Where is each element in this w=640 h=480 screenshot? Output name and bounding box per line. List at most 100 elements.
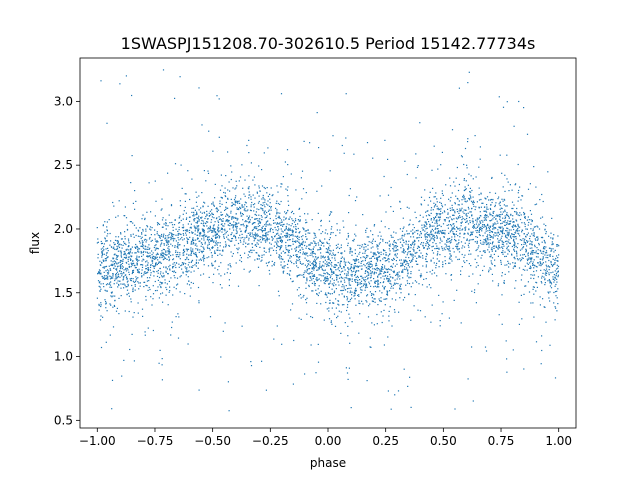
data-point	[531, 244, 533, 246]
data-point	[248, 237, 250, 239]
data-point	[116, 307, 118, 309]
data-point	[135, 247, 137, 249]
data-point	[117, 242, 119, 244]
data-point	[402, 251, 404, 253]
data-point	[442, 229, 444, 232]
data-point	[277, 230, 279, 232]
data-point	[506, 243, 508, 245]
data-point	[331, 254, 333, 256]
data-point	[324, 280, 327, 282]
data-point	[490, 256, 492, 258]
data-point	[386, 292, 388, 294]
data-point	[407, 385, 409, 387]
data-point	[302, 276, 305, 278]
data-point	[185, 270, 187, 273]
data-point	[233, 225, 235, 227]
data-point	[309, 232, 311, 234]
data-point	[400, 247, 402, 249]
data-point	[529, 265, 532, 267]
data-point	[442, 263, 444, 266]
data-point	[96, 297, 98, 299]
data-point	[151, 227, 153, 229]
data-point	[166, 239, 168, 241]
data-point	[229, 190, 231, 192]
data-point	[537, 249, 539, 251]
data-point	[298, 207, 301, 209]
data-point	[251, 223, 253, 225]
data-point	[294, 248, 296, 250]
data-point	[407, 243, 409, 246]
data-point	[467, 212, 469, 214]
data-point	[274, 262, 276, 264]
data-point	[179, 221, 181, 224]
data-point	[396, 278, 398, 280]
data-point	[212, 282, 214, 284]
data-point	[327, 263, 329, 265]
data-point	[246, 221, 248, 223]
data-point	[175, 228, 177, 230]
data-point	[113, 263, 115, 265]
data-point	[292, 232, 294, 234]
data-point	[178, 222, 180, 224]
data-point	[410, 271, 412, 273]
data-point	[456, 197, 458, 200]
data-point	[483, 217, 485, 219]
data-point	[235, 187, 237, 189]
data-point	[323, 279, 325, 281]
data-point	[118, 313, 120, 315]
data-point	[556, 244, 558, 246]
data-point	[288, 218, 290, 220]
data-point	[198, 209, 200, 211]
data-point	[351, 291, 353, 293]
data-point	[290, 234, 292, 237]
data-point	[491, 247, 493, 249]
data-point	[492, 236, 494, 238]
data-point	[546, 270, 548, 272]
data-point	[345, 93, 347, 95]
data-point	[142, 241, 144, 243]
data-point	[145, 268, 147, 270]
data-point	[105, 284, 108, 286]
data-point	[463, 189, 465, 192]
data-point	[494, 192, 497, 194]
data-point	[162, 272, 164, 274]
data-point	[297, 237, 299, 240]
data-point	[523, 293, 525, 295]
data-point	[103, 276, 105, 278]
data-point	[125, 261, 127, 264]
data-point	[326, 276, 328, 278]
data-point	[512, 233, 514, 236]
data-point	[549, 300, 551, 302]
data-point	[179, 244, 181, 246]
data-point	[195, 261, 197, 263]
data-point	[205, 222, 207, 225]
data-point	[270, 209, 272, 211]
data-point	[128, 245, 130, 247]
data-point	[370, 276, 372, 278]
data-point	[526, 269, 528, 271]
data-point	[355, 271, 357, 274]
data-point	[163, 276, 165, 278]
data-point	[254, 197, 256, 199]
data-point	[258, 187, 260, 189]
data-point	[451, 229, 453, 231]
data-point	[145, 251, 147, 253]
data-point	[467, 244, 469, 246]
data-point	[270, 206, 272, 208]
data-point	[472, 201, 474, 203]
data-point	[473, 205, 475, 207]
data-point	[416, 251, 418, 254]
data-point	[540, 262, 542, 265]
data-point	[449, 250, 451, 252]
data-point	[343, 226, 345, 228]
data-point	[130, 259, 132, 261]
data-point	[364, 289, 366, 291]
data-point	[456, 166, 458, 169]
data-point	[153, 258, 155, 260]
data-point	[102, 277, 104, 279]
data-point	[397, 249, 399, 251]
data-point	[427, 234, 429, 236]
data-point	[372, 293, 374, 295]
data-point	[229, 272, 231, 274]
data-point	[240, 213, 242, 215]
